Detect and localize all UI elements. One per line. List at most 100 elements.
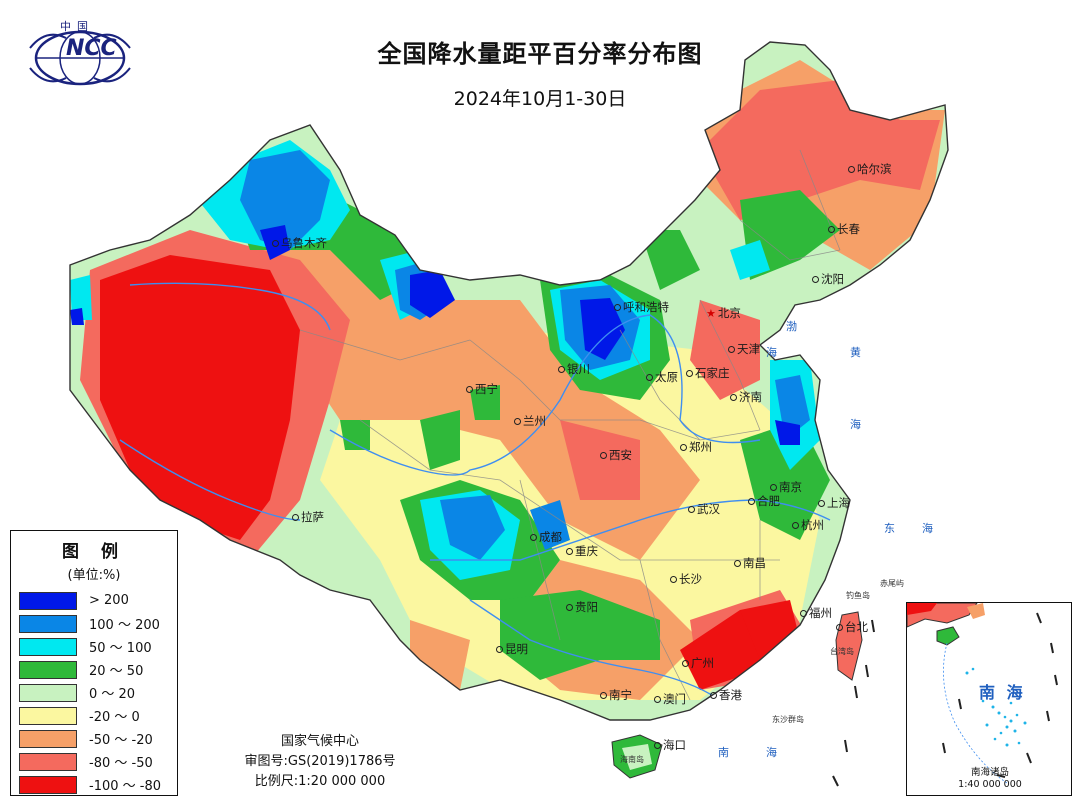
logo-text: NCC: [66, 36, 117, 61]
legend-swatch: [19, 752, 77, 771]
city-wuhan: 武汉: [688, 502, 720, 516]
city-marker-icon: [688, 506, 695, 513]
sea-label-huang-1: 黄: [850, 346, 861, 359]
legend-swatch: [19, 614, 77, 633]
city-nanning: 南宁: [600, 688, 632, 702]
city-marker-icon: [818, 500, 825, 507]
city-marker-icon: [654, 696, 661, 703]
city-marker-icon: [734, 560, 741, 567]
city-marker-icon: [614, 304, 621, 311]
city-marker-icon: [836, 624, 843, 631]
map-title: 全国降水量距平百分率分布图: [377, 40, 703, 68]
legend-swatch: [19, 637, 77, 656]
city-marker-icon: [530, 534, 537, 541]
city-harbin: 哈尔滨: [848, 162, 892, 176]
city-kunming: 昆明: [496, 642, 528, 656]
city-marker-icon: [292, 514, 299, 521]
city-urumqi: 乌鲁木齐: [272, 236, 327, 250]
city-guiyang: 贵阳: [566, 600, 598, 614]
city-macau: 澳门: [654, 692, 686, 706]
city-changchun: 长春: [828, 222, 860, 236]
city-beijing: ★ 北京: [706, 306, 741, 320]
legend-item: 50 ～ 100: [19, 635, 177, 658]
city-hangzhou: 杭州: [792, 518, 824, 532]
sea-label-bohai-1: 渤: [786, 320, 797, 333]
island-hainan: 海南岛: [620, 755, 644, 764]
city-marker-icon: [748, 498, 755, 505]
credits-org: 国家气候中心: [280, 734, 359, 749]
city-tianjin: 天津: [728, 342, 760, 356]
legend-swatch: [19, 660, 77, 679]
city-zhengzhou: 郑州: [680, 440, 712, 454]
city-marker-icon: [770, 484, 777, 491]
city-lanzhou: 兰州: [514, 414, 546, 428]
city-haikou: 海口: [654, 738, 686, 752]
island-chiwei: 赤尾屿: [880, 579, 904, 588]
sea-label-huang-2: 海: [850, 418, 861, 431]
city-marker-icon: [800, 610, 807, 617]
city-marker-icon: [566, 604, 573, 611]
city-hohhot: 呼和浩特: [614, 300, 669, 314]
legend-item: -20 ～ 0: [19, 704, 177, 727]
city-nanchang: 南昌: [734, 556, 766, 570]
city-marker-icon: [514, 418, 521, 425]
legend-swatch: [19, 683, 77, 702]
city-marker-icon: [558, 366, 565, 373]
city-taiyuan: 太原: [646, 370, 678, 384]
city-marker-icon: [682, 660, 689, 667]
city-jinan: 济南: [730, 390, 762, 404]
city-marker-icon: [646, 374, 653, 381]
city-marker-icon: [812, 276, 819, 283]
city-shijiazhuang: 石家庄: [686, 366, 730, 380]
legend-swatch: [19, 729, 77, 748]
city-guangzhou: 广州: [682, 656, 714, 670]
city-fuzhou: 福州: [800, 606, 832, 620]
city-marker-icon: [600, 452, 607, 459]
city-marker-icon: [710, 692, 717, 699]
city-marker-icon: [730, 394, 737, 401]
credits: 国家气候中心 审图号:GS(2019)1786号 比例尺:1:20 000 00…: [210, 732, 430, 792]
city-marker-icon: [792, 522, 799, 529]
city-hefei: 合肥: [748, 494, 780, 508]
city-marker-icon: [654, 742, 661, 749]
city-marker-icon: [828, 226, 835, 233]
city-lhasa: 拉萨: [292, 510, 324, 524]
sea-label-nan-1: 南: [718, 746, 729, 759]
legend-swatch: [19, 706, 77, 725]
legend-item: > 200: [19, 589, 177, 612]
island-diaoyu: 钓鱼岛: [846, 591, 870, 600]
legend-item: -100 ～ -80: [19, 773, 177, 796]
legend-title: 图 例: [62, 542, 126, 562]
legend-item: -80 ～ -50: [19, 750, 177, 773]
sea-label-dong-2: 海: [922, 522, 933, 535]
inset-title: 南 海: [979, 683, 1026, 702]
legend-unit: (单位:%): [67, 568, 121, 583]
city-marker-icon: [686, 370, 693, 377]
legend-item: 0 ～ 20: [19, 681, 177, 704]
city-hongkong: 香港: [710, 688, 742, 702]
globe-icon: [29, 30, 131, 86]
sea-label-dong-1: 东: [884, 522, 895, 535]
city-yinchuan: 银川: [558, 362, 590, 376]
city-marker-icon: [680, 444, 687, 451]
city-shenyang: 沈阳: [812, 272, 844, 286]
city-xian: 西安: [600, 448, 632, 462]
island-taiwan: 台湾岛: [830, 647, 854, 656]
island-dongsha: 东沙群岛: [772, 715, 804, 724]
inset-caption: 南海诸岛 1:40 000 000: [958, 767, 1022, 790]
legend-items: > 200 100 ～ 200 50 ～ 100 20 ～ 50 0 ～ 20 …: [11, 589, 177, 796]
city-marker-icon: [566, 548, 573, 555]
credits-approval: 审图号:GS(2019)1786号: [244, 754, 396, 769]
legend-item: -50 ～ -20: [19, 727, 177, 750]
city-marker-icon: [496, 646, 503, 653]
credits-scale: 比例尺:1:20 000 000: [254, 774, 386, 789]
city-marker-icon: [466, 386, 473, 393]
legend-swatch: [19, 775, 77, 794]
city-marker-icon: [848, 166, 855, 173]
ncc-logo: 中国 NCC: [26, 18, 138, 88]
city-chongqing: 重庆: [566, 544, 598, 558]
city-changsha: 长沙: [670, 572, 702, 586]
sea-label-nan-2: 海: [766, 746, 777, 759]
